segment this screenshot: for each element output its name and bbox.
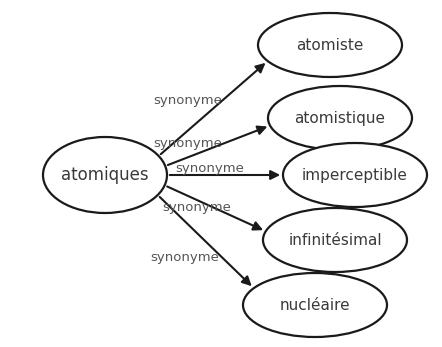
Ellipse shape [243,273,387,337]
Text: synonyme: synonyme [175,161,244,175]
Text: atomiste: atomiste [296,37,364,52]
Ellipse shape [283,143,427,207]
Text: atomistique: atomistique [294,110,385,126]
Text: synonyme: synonyme [163,201,232,213]
Text: infinitésimal: infinitésimal [288,232,382,247]
Text: nucléaire: nucléaire [280,297,351,313]
Text: synonyme: synonyme [153,93,222,107]
Text: imperceptible: imperceptible [302,168,408,183]
Text: synonyme: synonyme [153,136,222,150]
Ellipse shape [258,13,402,77]
Text: synonyme: synonyme [151,252,219,264]
Text: atomiques: atomiques [61,166,149,184]
Ellipse shape [43,137,167,213]
Ellipse shape [263,208,407,272]
Ellipse shape [268,86,412,150]
